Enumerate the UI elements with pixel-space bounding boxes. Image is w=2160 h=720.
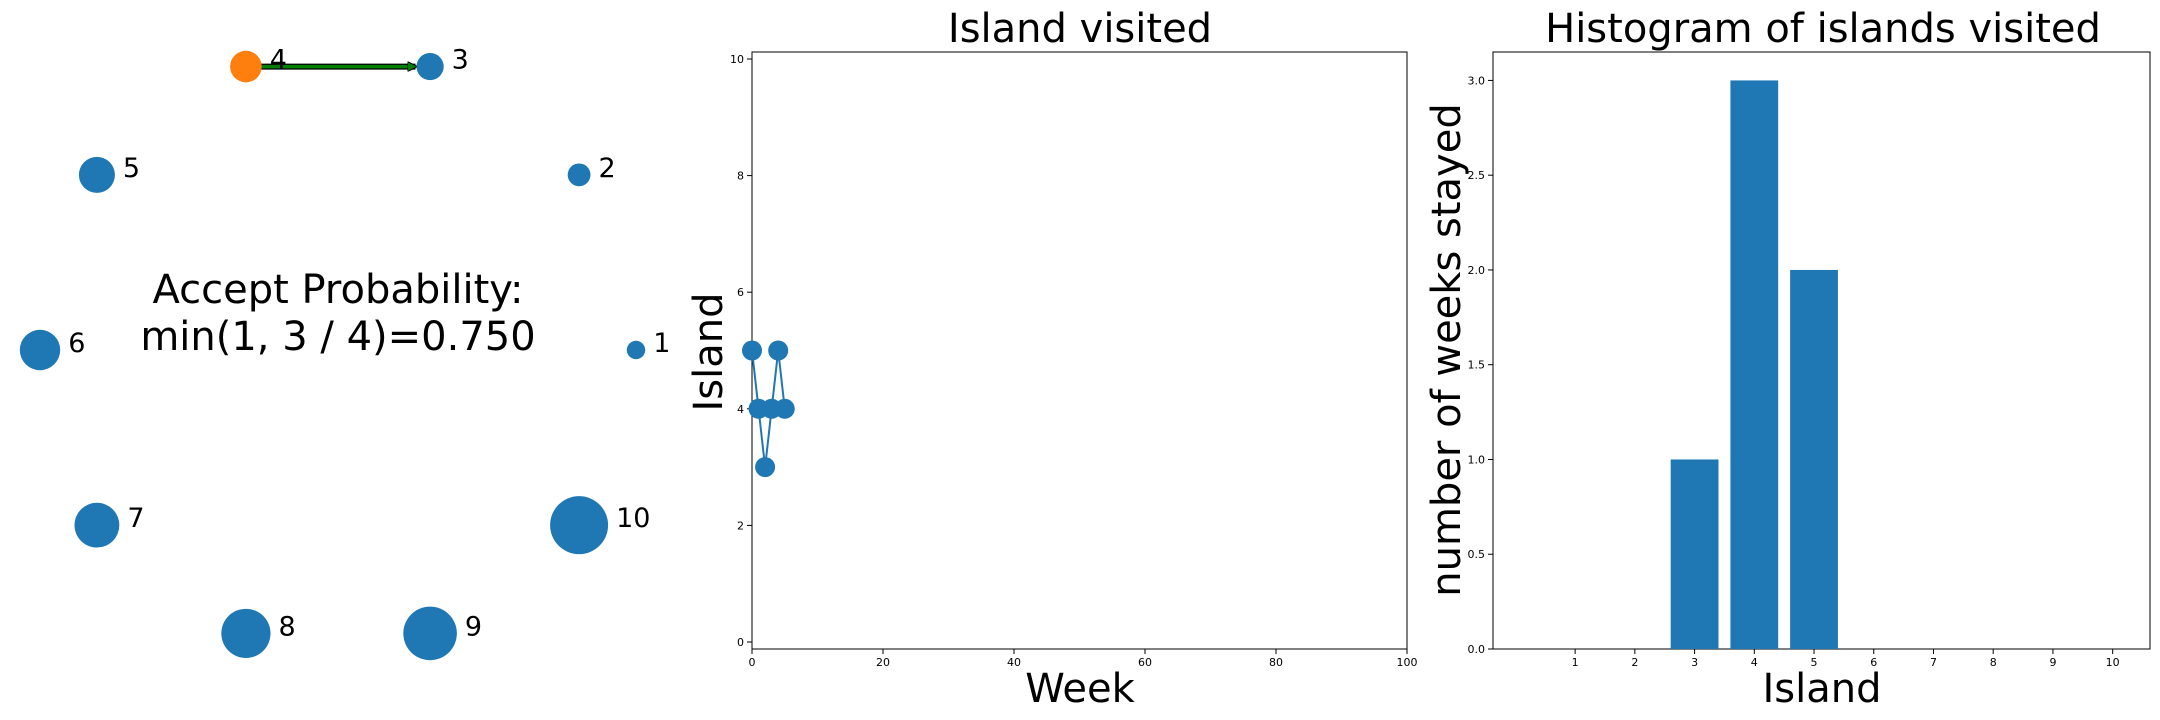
line-chart-x-label: Week [1025, 666, 1135, 712]
histogram-chart: Histogram of islands visited 0.0 0.5 1.0 1.… [1424, 6, 2151, 712]
line-point [742, 340, 762, 361]
line-y-tick-label: 4 [737, 403, 744, 416]
bar-x-tick-label: 8 [1990, 656, 1997, 669]
line-y-tick-label: 10 [730, 53, 744, 66]
bar-chart-x-label: Island [1762, 666, 1881, 712]
island-node-2 [567, 163, 591, 187]
island-node-3 [416, 52, 444, 81]
bar-y-tick-label: 3.0 [1468, 74, 1486, 87]
line-x-tick-label: 100 [1397, 656, 1418, 669]
line-x-tick-label: 20 [876, 656, 890, 669]
island-node-9 [403, 606, 457, 661]
line-point [768, 340, 789, 361]
bar-chart-x-ticks: 1 2 3 4 5 6 7 8 9 10 [1572, 649, 2120, 669]
line-chart-axes-frame [751, 51, 1408, 650]
line-chart-x-ticks: 0 20 40 60 80 100 [749, 649, 1418, 669]
island-label-2: 2 [598, 153, 615, 184]
bar-x-tick-label: 4 [1751, 656, 1758, 669]
accept-probability-line-2: min(1, 3 / 4)=0.750 [140, 314, 535, 360]
bar-x-tick-label: 3 [1691, 656, 1698, 669]
bar-x-tick-label: 9 [2049, 656, 2056, 669]
line-chart-title: Island visited [948, 6, 1212, 52]
line-chart-series [742, 340, 795, 478]
island-label-6: 6 [68, 328, 85, 359]
bar-x-tick-label: 2 [1631, 656, 1638, 669]
bar-x-tick-label: 5 [1811, 656, 1818, 669]
accept-probability-line-1: Accept Probability: [152, 267, 523, 313]
line-y-tick-label: 0 [737, 636, 744, 649]
island-label-8: 8 [279, 611, 296, 642]
island-node-6 [19, 329, 61, 371]
island-label-3: 3 [452, 45, 469, 76]
island-node-10 [550, 496, 609, 555]
bar-y-tick-label: 1.0 [1468, 453, 1486, 466]
bar-x-tick-label: 7 [1930, 656, 1937, 669]
bar-y-tick-label: 2.0 [1468, 264, 1486, 277]
island-node-1 [626, 340, 646, 360]
island-label-9: 9 [465, 611, 482, 642]
island-visited-chart: Island visited 0 20 40 60 80 100 0 2 4 6 8 10 Week… [686, 6, 1418, 712]
island-nodes: 1 2 3 4 5 6 7 8 9 10 [19, 45, 670, 661]
line-y-tick-label: 2 [737, 519, 744, 532]
island-network-panel: 1 2 3 4 5 6 7 8 9 10 Accept Probability: min(1, 3… [19, 45, 670, 661]
island-node-7 [74, 502, 120, 548]
bar-island-3 [1670, 459, 1719, 649]
island-label-5: 5 [123, 153, 140, 184]
bar-chart-bars [1670, 80, 1838, 649]
bar-y-tick-label: 2.5 [1468, 169, 1486, 182]
line-point [774, 398, 795, 419]
bar-chart-y-ticks: 0.0 0.5 1.0 1.5 2.0 2.5 3.0 [1468, 74, 1493, 656]
bar-y-tick-label: 1.5 [1468, 359, 1486, 372]
bar-island-4 [1730, 80, 1779, 649]
bar-y-tick-label: 0.5 [1468, 548, 1486, 561]
bar-x-tick-label: 10 [2106, 656, 2120, 669]
island-node-8 [221, 608, 271, 659]
line-chart-y-label: Island [686, 292, 732, 411]
island-label-4: 4 [270, 45, 287, 76]
island-label-10: 10 [616, 503, 650, 534]
island-node-5 [78, 156, 115, 193]
island-label-1: 1 [653, 328, 670, 359]
bar-x-tick-label: 1 [1572, 656, 1579, 669]
island-node-4 [230, 50, 262, 83]
bar-chart-title: Histogram of islands visited [1545, 6, 2101, 52]
bar-chart-y-label: number of weeks stayed [1424, 103, 1470, 596]
island-label-7: 7 [127, 503, 144, 534]
bar-island-5 [1790, 269, 1838, 649]
bar-y-tick-label: 0.0 [1468, 643, 1486, 656]
line-x-tick-label: 60 [1138, 656, 1152, 669]
line-x-tick-label: 40 [1007, 656, 1021, 669]
line-y-tick-label: 6 [737, 286, 744, 299]
line-point [755, 457, 776, 478]
line-x-tick-label: 0 [749, 656, 756, 669]
line-chart-y-ticks: 0 2 4 6 8 10 [730, 53, 752, 649]
line-x-tick-label: 80 [1269, 656, 1283, 669]
line-y-tick-label: 8 [737, 170, 744, 183]
bar-x-tick-label: 6 [1870, 656, 1877, 669]
